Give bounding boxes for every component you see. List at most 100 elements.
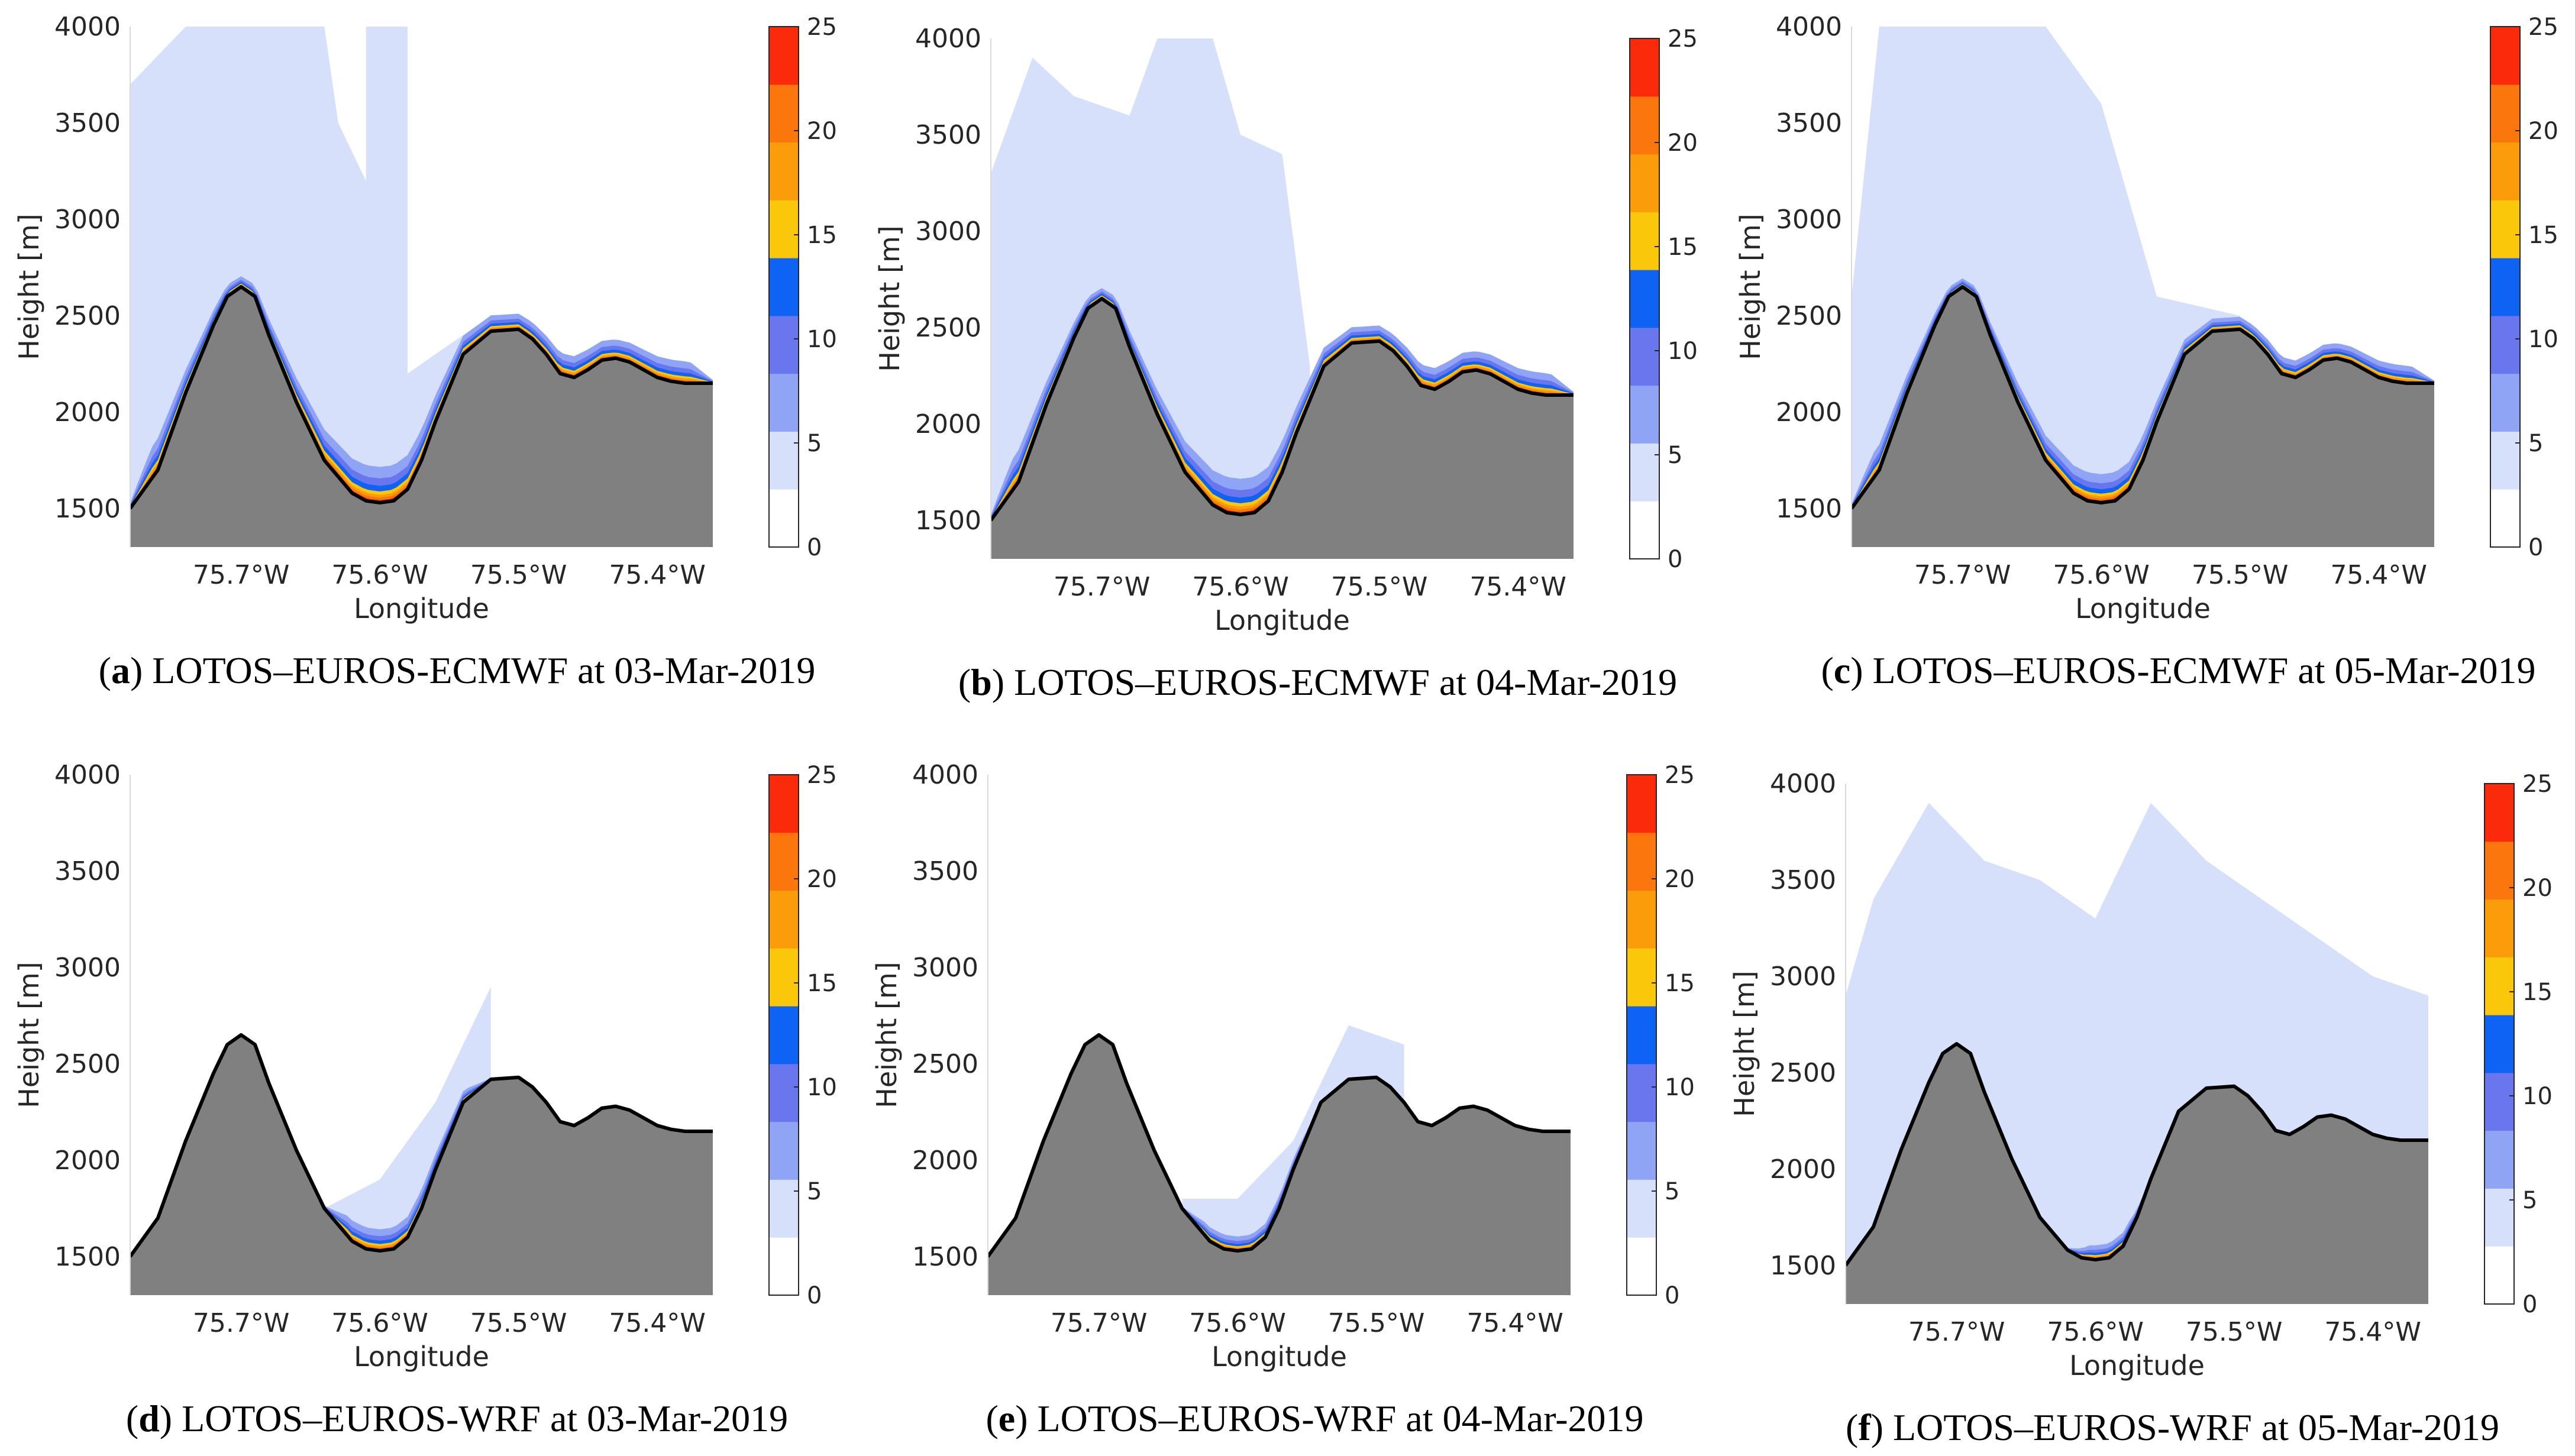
x-tick-label: 75.7°W	[193, 560, 289, 590]
colorbar-tick-label: 25	[807, 762, 837, 789]
colorbar-segment	[769, 1179, 799, 1238]
colorbar-tick-label: 15	[2528, 222, 2558, 249]
colorbar-segment	[2484, 1130, 2514, 1189]
y-tick-label: 3000	[915, 216, 981, 247]
colorbar-segment	[1627, 1006, 1656, 1065]
terrain-line	[988, 1033, 1571, 1258]
y-tick-label: 1500	[912, 1242, 978, 1272]
x-axis-label: Longitude	[354, 1341, 489, 1373]
colorbar-frame	[1629, 38, 1660, 559]
caption-text: LOTOS–EUROS-ECMWF at 05-Mar-2019	[1873, 649, 2536, 691]
caption-letter: d	[138, 1397, 160, 1439]
y-tick-label: 2500	[54, 1049, 121, 1079]
x-tick-label: 75.5°W	[1328, 1308, 1424, 1338]
terrain-area	[1846, 1044, 2428, 1304]
caption-text: LOTOS–EUROS-WRF at 05-Mar-2019	[1893, 1406, 2499, 1448]
colorbar-segment	[769, 258, 799, 316]
colorbar-tick-label: 0	[807, 1282, 822, 1309]
y-tick-label: 3500	[912, 856, 978, 886]
y-tick-label: 2500	[912, 1049, 978, 1079]
x-axis-label: Longitude	[2069, 1350, 2205, 1381]
colorbar: 0 5 10 15 20 25	[2490, 14, 2558, 561]
caption-text: LOTOS–EUROS-WRF at 03-Mar-2019	[182, 1397, 788, 1439]
caption-open-paren: (	[986, 1397, 998, 1439]
colorbar-segment	[769, 948, 799, 1007]
colorbar-tick-label: 20	[2522, 875, 2553, 902]
colorbar-tick-label: 25	[2528, 14, 2558, 41]
colorbar-tick-label: 5	[1668, 442, 1682, 469]
y-tick-label: 3500	[1776, 108, 1842, 138]
x-tick-label: 75.6°W	[331, 560, 428, 590]
colorbar-segment	[2484, 1015, 2514, 1073]
y-tick-label: 3500	[54, 108, 121, 138]
y-tick-label: 2000	[1776, 397, 1842, 428]
colorbar-segment	[2484, 1072, 2514, 1131]
colorbar-segment	[769, 1237, 799, 1296]
colorbar-segment	[2484, 1246, 2514, 1305]
colorbar-segment	[769, 315, 799, 374]
terrain-area	[1852, 287, 2434, 547]
colorbar-segment	[769, 142, 799, 200]
panel-caption: (b) LOTOS–EUROS-ECMWF at 04-Mar-2019	[958, 661, 1677, 703]
colorbar-segment	[769, 1006, 799, 1065]
colorbar-segment	[2490, 84, 2520, 143]
colorbar-tick-label: 20	[807, 866, 837, 893]
x-tick-label: 75.7°W	[1908, 1317, 2005, 1347]
colorbar-tick-label: 15	[807, 970, 837, 997]
concentration-field-low	[1852, 27, 2240, 509]
colorbar-tick-label: 10	[807, 326, 837, 353]
y-tick-label: 1500	[54, 494, 121, 524]
colorbar-segment	[769, 832, 799, 891]
plot-area	[1852, 27, 2434, 547]
colorbar-segment	[2490, 142, 2520, 200]
colorbar-segment	[2490, 27, 2520, 85]
x-axis-label: Longitude	[1214, 604, 1350, 636]
colorbar-segment	[1627, 1179, 1656, 1238]
y-tick-label: 3000	[54, 953, 121, 983]
colorbar-segment	[1627, 1121, 1656, 1180]
x-tick-label: 75.4°W	[609, 560, 705, 590]
colorbar-tick-label: 25	[807, 14, 837, 41]
colorbar-tick-label: 0	[1668, 546, 1682, 573]
colorbar-tick-label: 5	[2522, 1187, 2537, 1214]
colorbar-tick-label: 0	[2522, 1291, 2537, 1318]
y-tick-label: 2000	[1770, 1154, 1836, 1185]
colorbar-segment	[2490, 373, 2520, 432]
colorbar-tick-label: 10	[1668, 338, 1698, 365]
plot-area	[130, 986, 713, 1295]
colorbar-segment	[2484, 784, 2514, 842]
concentration-field-low	[130, 27, 491, 509]
colorbar: 0 5 10 15 20 25	[768, 14, 837, 561]
colorbar: 0 5 10 15 20 25	[2484, 771, 2553, 1318]
y-tick-label: 1500	[1770, 1251, 1836, 1281]
plot-area	[130, 27, 713, 547]
x-axis-label: Longitude	[354, 593, 489, 625]
y-tick-label: 1500	[54, 1242, 121, 1272]
colorbar-segment	[1627, 890, 1656, 949]
y-tick-label: 4000	[915, 24, 981, 54]
concentration-layer-2	[130, 276, 713, 509]
y-tick-label: 3000	[54, 205, 121, 235]
y-tick-label: 1500	[1776, 494, 1842, 524]
panel-f: 1500 2000 2500 3000 3500 4000 75.7°W 75.6°W 75.5…	[1728, 769, 2553, 1448]
x-tick-label: 75.4°W	[2324, 1317, 2421, 1347]
colorbar-segment	[2490, 258, 2520, 316]
colorbar-tick-label: 10	[1665, 1074, 1695, 1101]
caption-open-paren: (	[958, 661, 971, 703]
panel-d: 1500 2000 2500 3000 3500 4000 75.7°W 75.6°W 75.5…	[13, 760, 837, 1439]
x-tick-label: 75.5°W	[2192, 560, 2288, 590]
panel-caption: (a) LOTOS–EUROS-ECMWF at 03-Mar-2019	[99, 649, 816, 691]
colorbar-segment	[2484, 1188, 2514, 1247]
colorbar-segment	[769, 890, 799, 949]
y-tick-label: 4000	[54, 760, 121, 790]
terrain-line	[991, 297, 1574, 522]
colorbar-tick-label: 5	[1665, 1178, 1679, 1205]
colorbar-segment	[2484, 841, 2514, 900]
colorbar-tick-label: 15	[1665, 970, 1695, 997]
panel-a: 1500 2000 2500 3000 3500 4000 75.7°W 75.6°W 75.5…	[13, 12, 837, 691]
x-tick-label: 75.6°W	[1192, 572, 1288, 602]
colorbar-segment	[1630, 38, 1659, 97]
caption-close-paren: )	[130, 649, 152, 691]
colorbar: 0 5 10 15 20 25	[768, 762, 837, 1309]
